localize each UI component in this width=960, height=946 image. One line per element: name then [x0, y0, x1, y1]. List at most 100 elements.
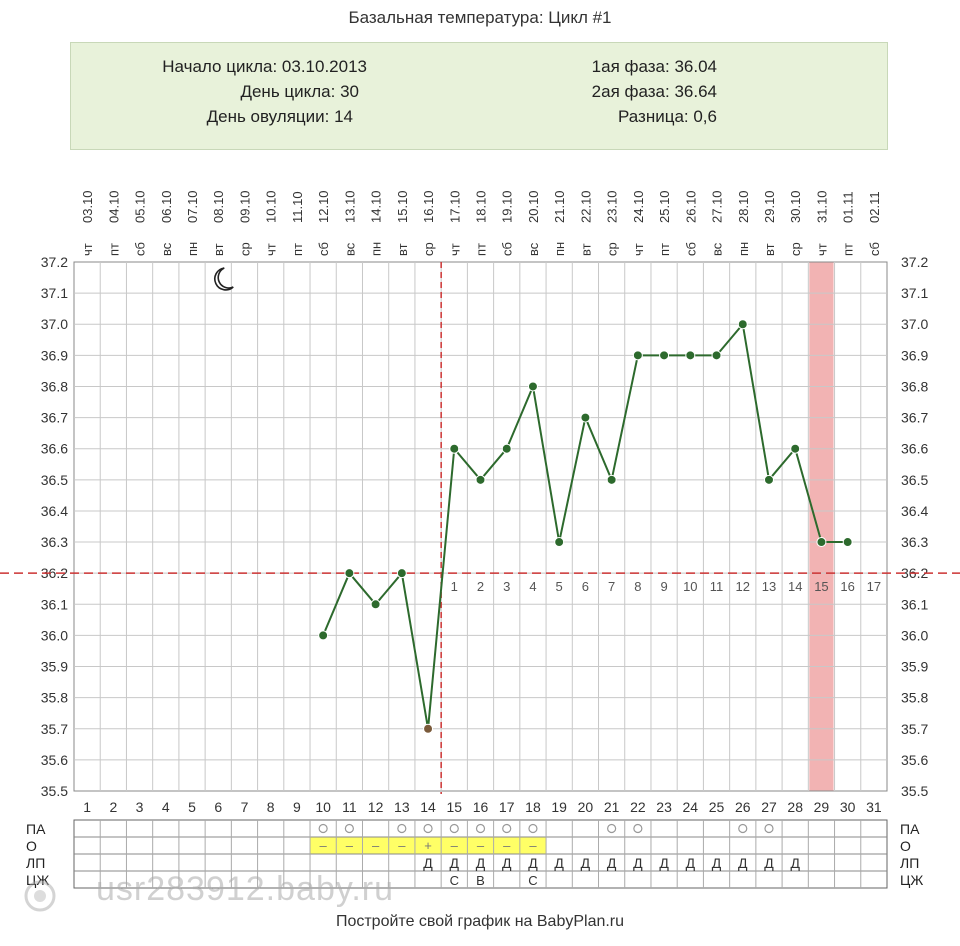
- pa-marker: [607, 823, 617, 834]
- post-ovulation-day-label: 17: [867, 579, 881, 594]
- weekday-label: вс: [526, 242, 541, 256]
- date-label: 19.10: [500, 190, 515, 223]
- y-tick-label-right: 36.0: [901, 627, 928, 643]
- o-row-highlight: [467, 837, 494, 854]
- date-label: 30.10: [788, 190, 803, 223]
- y-tick-label-right: 35.5: [901, 783, 928, 799]
- footer-link[interactable]: Постройте свой график на BabyPlan.ru: [335, 913, 625, 930]
- post-ovulation-day-label: 4: [529, 579, 536, 594]
- weekday-label: вт: [762, 243, 777, 256]
- y-tick-label-left: 36.9: [41, 347, 68, 363]
- post-ovulation-day-label: 14: [788, 579, 802, 594]
- cj-row-symbol: В: [476, 873, 485, 888]
- row-label-right: ЛП: [900, 855, 919, 871]
- day-number-label: 8: [267, 799, 275, 815]
- pa-marker: [633, 823, 643, 834]
- day-number-label: 14: [420, 799, 436, 815]
- y-tick-label-right: 36.5: [901, 472, 928, 488]
- weekday-label: сб: [133, 242, 148, 256]
- date-label: 24.10: [631, 190, 646, 223]
- day-number-label: 12: [368, 799, 384, 815]
- ovulation-day: День овуляции: 14: [206, 107, 353, 126]
- lp-row-symbol: Д: [686, 855, 696, 871]
- y-tick-label-left: 35.5: [41, 783, 68, 799]
- date-label: 18.10: [474, 190, 489, 223]
- day-number-label: 10: [315, 799, 331, 815]
- row-label-right: ЦЖ: [900, 872, 923, 888]
- post-ovulation-day-label: 7: [608, 579, 615, 594]
- y-tick-label-left: 35.7: [41, 721, 68, 737]
- temperature-point: [554, 537, 565, 548]
- date-label: 22.10: [578, 190, 593, 223]
- weekday-label: чт: [264, 243, 279, 256]
- y-tick-label-left: 35.6: [41, 752, 68, 768]
- day-number-label: 23: [656, 799, 672, 815]
- weekday-label: чт: [80, 243, 95, 256]
- pa-marker: [475, 823, 486, 834]
- day-number-label: 21: [604, 799, 620, 815]
- day-number-label: 19: [551, 799, 567, 815]
- y-tick-label-right: 36.4: [901, 503, 928, 519]
- post-ovulation-day-label: 15: [814, 579, 828, 594]
- date-label: 08.10: [211, 190, 226, 223]
- y-tick-label-right: 35.9: [901, 659, 928, 675]
- day-number-label: 3: [136, 799, 144, 815]
- weekday-label: чт: [631, 243, 646, 256]
- y-tick-label-left: 36.2: [41, 565, 68, 581]
- y-tick-label-right: 35.8: [901, 690, 928, 706]
- date-label: 02.11: [867, 191, 882, 223]
- plot-frame: [73, 261, 888, 792]
- y-tick-label-right: 36.1: [901, 596, 928, 612]
- lp-row-symbol: Д: [659, 855, 669, 871]
- pa-marker: [502, 823, 512, 834]
- phase1-average: 1ая фаза: 36.04: [591, 57, 717, 76]
- date-label: 15.10: [395, 190, 410, 223]
- lp-row-symbol: Д: [450, 855, 460, 871]
- weekday-label: пт: [657, 243, 672, 256]
- y-tick-label-left: 37.1: [41, 285, 68, 301]
- y-tick-label-left: 35.9: [41, 659, 68, 675]
- weekday-label: сб: [683, 242, 698, 256]
- temperature-point: [318, 630, 329, 641]
- pa-marker: [318, 823, 328, 834]
- y-tick-label-left: 36.6: [41, 441, 68, 457]
- weekday-label: вт: [395, 243, 410, 256]
- day-number-label: 25: [709, 799, 725, 815]
- date-label: 07.10: [185, 190, 200, 223]
- y-tick-label-left: 36.5: [41, 472, 68, 488]
- row-label-right: ПА: [900, 821, 920, 837]
- lp-row-symbol: Д: [738, 855, 748, 871]
- lp-row-symbol: Д: [790, 855, 800, 871]
- y-tick-label-left: 37.0: [41, 316, 68, 332]
- o-row-highlight: [493, 837, 520, 854]
- date-label: 21.10: [552, 190, 567, 223]
- row-label-left: О: [26, 838, 37, 854]
- day-number-label: 26: [735, 799, 751, 815]
- lp-row-symbol: Д: [528, 855, 538, 871]
- moon-icon: [214, 267, 234, 291]
- temperature-point: [475, 474, 486, 485]
- post-ovulation-day-label: 11: [710, 579, 724, 594]
- day-number-label: 27: [761, 799, 777, 815]
- temperature-point: [790, 443, 801, 454]
- date-label: 13.10: [342, 190, 357, 223]
- day-number-label: 5: [188, 799, 196, 815]
- pa-marker: [764, 823, 774, 834]
- pa-marker: [423, 823, 433, 834]
- date-label: 11.10: [290, 191, 305, 223]
- day-number-label: 13: [394, 799, 410, 815]
- date-label: 26.10: [683, 190, 698, 223]
- weekday-label: сб: [867, 242, 882, 256]
- day-number-label: 18: [525, 799, 541, 815]
- temperature-point: [659, 350, 670, 361]
- date-label: 05.10: [133, 190, 148, 223]
- date-label: 23.10: [605, 190, 620, 223]
- o-row-symbol: –: [477, 838, 485, 853]
- temperature-point: [842, 537, 853, 548]
- post-ovulation-day-label: 16: [840, 579, 854, 594]
- weekday-label: пн: [552, 242, 567, 256]
- date-label: 17.10: [447, 190, 462, 223]
- temperature-point: [606, 474, 617, 485]
- pa-marker: [344, 823, 354, 834]
- day-number-label: 24: [683, 799, 699, 815]
